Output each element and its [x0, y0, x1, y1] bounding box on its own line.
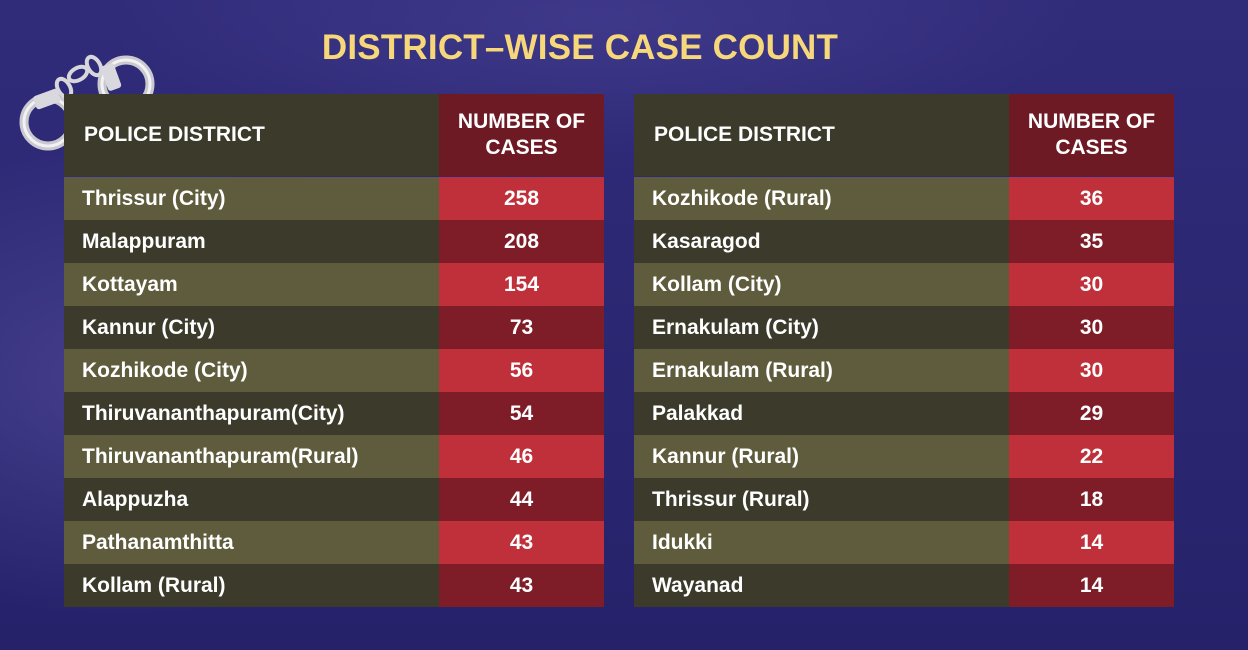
district-name: Thrissur (Rural)	[634, 478, 1009, 521]
district-name: Alappuzha	[64, 478, 439, 521]
header-police-district: POLICE DISTRICT	[634, 94, 1009, 176]
case-count: 29	[1009, 392, 1174, 435]
district-name: Thrissur (City)	[64, 177, 439, 220]
case-count: 208	[439, 220, 604, 263]
district-table-right: POLICE DISTRICT NUMBER OF CASES Kozhikod…	[634, 94, 1174, 607]
table-row: Kannur (City) 73	[64, 306, 604, 349]
case-count: 30	[1009, 306, 1174, 349]
table-row: Thrissur (Rural) 18	[634, 478, 1174, 521]
district-name: Kozhikode (City)	[64, 349, 439, 392]
case-count: 43	[439, 521, 604, 564]
table-header: POLICE DISTRICT NUMBER OF CASES	[634, 94, 1174, 176]
case-count: 43	[439, 564, 604, 607]
case-count: 30	[1009, 349, 1174, 392]
header-number-of-cases: NUMBER OF CASES	[1009, 94, 1174, 176]
table-row: Ernakulam (City) 30	[634, 306, 1174, 349]
table-row: Kannur (Rural) 22	[634, 435, 1174, 478]
table-row: Palakkad 29	[634, 392, 1174, 435]
header-police-district: POLICE DISTRICT	[64, 94, 439, 176]
case-count: 44	[439, 478, 604, 521]
table-row: Thrissur (City) 258	[64, 177, 604, 220]
table-row: Malappuram 208	[64, 220, 604, 263]
district-name: Kollam (Rural)	[64, 564, 439, 607]
case-count: 36	[1009, 177, 1174, 220]
district-name: Kannur (City)	[64, 306, 439, 349]
case-count: 18	[1009, 478, 1174, 521]
table-row: Alappuzha 44	[64, 478, 604, 521]
header-number-of-cases: NUMBER OF CASES	[439, 94, 604, 176]
district-name: Ernakulam (Rural)	[634, 349, 1009, 392]
table-row: Wayanad 14	[634, 564, 1174, 607]
table-row: Kollam (City) 30	[634, 263, 1174, 306]
district-table-left: POLICE DISTRICT NUMBER OF CASES Thrissur…	[64, 94, 604, 607]
table-row: Thiruvananthapuram(City) 54	[64, 392, 604, 435]
case-count: 46	[439, 435, 604, 478]
table-row: Ernakulam (Rural) 30	[634, 349, 1174, 392]
case-count: 14	[1009, 564, 1174, 607]
district-name: Thiruvananthapuram(Rural)	[64, 435, 439, 478]
case-count: 73	[439, 306, 604, 349]
case-count: 54	[439, 392, 604, 435]
case-count: 56	[439, 349, 604, 392]
district-name: Kozhikode (Rural)	[634, 177, 1009, 220]
case-count: 22	[1009, 435, 1174, 478]
table-row: Idukki 14	[634, 521, 1174, 564]
district-name: Pathanamthitta	[64, 521, 439, 564]
case-count: 35	[1009, 220, 1174, 263]
table-header: POLICE DISTRICT NUMBER OF CASES	[64, 94, 604, 176]
table-row: Thiruvananthapuram(Rural) 46	[64, 435, 604, 478]
district-name: Idukki	[634, 521, 1009, 564]
case-count: 14	[1009, 521, 1174, 564]
district-name: Kottayam	[64, 263, 439, 306]
table-row: Kottayam 154	[64, 263, 604, 306]
page-title: DISTRICT–WISE CASE COUNT	[321, 28, 839, 67]
district-name: Kasaragod	[634, 220, 1009, 263]
table-row: Kozhikode (City) 56	[64, 349, 604, 392]
case-count: 30	[1009, 263, 1174, 306]
table-row: Kollam (Rural) 43	[64, 564, 604, 607]
handcuffs-icon	[19, 54, 155, 151]
district-name: Palakkad	[634, 392, 1009, 435]
table-row: Pathanamthitta 43	[64, 521, 604, 564]
district-name: Malappuram	[64, 220, 439, 263]
case-count: 154	[439, 263, 604, 306]
case-count: 258	[439, 177, 604, 220]
table-row: Kozhikode (Rural) 36	[634, 177, 1174, 220]
table-row: Kasaragod 35	[634, 220, 1174, 263]
district-name: Thiruvananthapuram(City)	[64, 392, 439, 435]
district-name: Wayanad	[634, 564, 1009, 607]
district-name: Kannur (Rural)	[634, 435, 1009, 478]
district-name: Ernakulam (City)	[634, 306, 1009, 349]
district-name: Kollam (City)	[634, 263, 1009, 306]
